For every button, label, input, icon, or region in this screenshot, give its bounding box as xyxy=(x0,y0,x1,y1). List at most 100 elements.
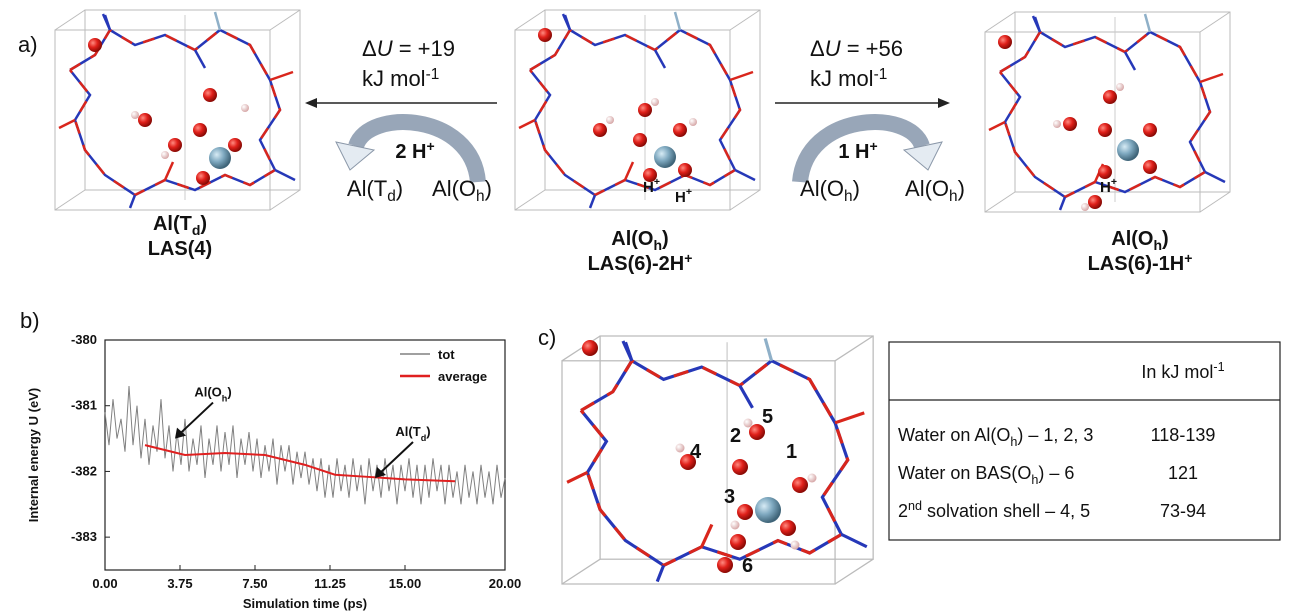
text-part: H xyxy=(643,179,654,196)
arrow-head xyxy=(938,98,950,108)
framework xyxy=(515,10,760,210)
site-number: 4 xyxy=(690,441,702,463)
proton-label: H+ xyxy=(643,176,660,196)
y-tick-label: -380 xyxy=(71,332,97,347)
text-part: h xyxy=(1031,473,1038,487)
text-part: h xyxy=(653,237,662,253)
atom xyxy=(203,88,217,102)
text-part: ) – 6 xyxy=(1038,463,1074,483)
structure xyxy=(562,336,873,584)
x-tick-label: 7.50 xyxy=(242,576,267,591)
x-tick-label: 0.00 xyxy=(92,576,117,591)
proton-label: H+ xyxy=(675,186,692,206)
table-cell: Water on BAS(Oh) – 6 xyxy=(898,463,1074,487)
text-part: Al(O xyxy=(1111,228,1153,250)
site-number: 5 xyxy=(762,406,773,428)
y-tick-label: -382 xyxy=(71,463,97,478)
atom xyxy=(792,477,808,493)
atom xyxy=(651,98,659,106)
text-part: Al(T xyxy=(395,424,420,439)
atom xyxy=(717,557,733,573)
atom xyxy=(732,459,748,475)
structure-site: LAS(4) xyxy=(148,238,212,260)
text-part: h xyxy=(844,188,853,205)
text-part: nd xyxy=(908,499,922,513)
state: Al(Td) xyxy=(347,176,403,205)
structure-name: Al(Oh) xyxy=(1111,228,1168,253)
legend-label: average xyxy=(438,369,487,384)
text-part: H xyxy=(1100,179,1111,196)
text-part: kJ mol xyxy=(810,66,874,91)
text-part: ) xyxy=(200,213,207,235)
structure xyxy=(515,10,760,210)
text-part: ) xyxy=(1162,228,1169,250)
atom xyxy=(689,118,697,126)
state: Al(Oh) xyxy=(800,176,860,205)
atom xyxy=(678,163,692,177)
text-part: ) xyxy=(958,176,965,201)
x-tick-label: 3.75 xyxy=(167,576,192,591)
atom xyxy=(1088,195,1102,209)
legend-label: tot xyxy=(438,347,455,362)
atom xyxy=(209,147,231,169)
annotation-arrow xyxy=(179,403,213,435)
atom xyxy=(241,104,249,112)
atom xyxy=(730,534,746,550)
text-part: Al(O xyxy=(611,228,653,250)
atom xyxy=(606,116,614,124)
atom xyxy=(808,474,817,483)
atom xyxy=(737,504,753,520)
table-cell: 2nd solvation shell – 4, 5 xyxy=(898,499,1090,521)
text-part: ) – 1, 2, 3 xyxy=(1017,425,1093,445)
text-part: h xyxy=(1010,435,1017,449)
x-tick-label: 15.00 xyxy=(389,576,422,591)
atom xyxy=(1063,117,1077,131)
text-part: + xyxy=(1111,176,1117,188)
text-part: h xyxy=(476,188,485,205)
unit: kJ mol-1 xyxy=(362,66,439,91)
series-line xyxy=(105,386,505,504)
text-part: -1 xyxy=(874,66,888,83)
text-part: + xyxy=(1184,250,1192,266)
text-part: 2 H xyxy=(395,141,426,163)
arrow-head xyxy=(305,98,317,108)
atom xyxy=(676,444,685,453)
arrow-head xyxy=(904,142,942,170)
text-part: d xyxy=(192,222,201,238)
table-cell: 73-94 xyxy=(1160,501,1206,521)
x-axis-label: Simulation time (ps) xyxy=(243,596,367,611)
site-number: 1 xyxy=(786,441,797,463)
unit: kJ mol-1 xyxy=(810,66,887,91)
atom xyxy=(228,138,242,152)
proton-label: H+ xyxy=(1100,176,1117,196)
panel-label: c) xyxy=(538,325,556,350)
text-part: h xyxy=(1153,237,1162,253)
table-cell: 121 xyxy=(1168,463,1198,483)
atom xyxy=(638,103,652,117)
protons: 2 H+ xyxy=(395,138,434,163)
atom xyxy=(193,123,207,137)
atom xyxy=(88,38,102,52)
text-part: 2 xyxy=(898,501,908,521)
atom xyxy=(196,171,210,185)
site-number: 2 xyxy=(730,425,741,447)
table-cell: 118-139 xyxy=(1151,425,1216,445)
text-part: kJ mol xyxy=(362,66,426,91)
text-part: = +19 xyxy=(393,36,455,61)
text-part: + xyxy=(684,250,692,266)
y-tick-label: -381 xyxy=(71,398,97,413)
table-cell: Water on Al(Oh) – 1, 2, 3 xyxy=(898,425,1093,449)
figure: a) Al(Td) LAS(4) ΔU = +19 kJ mol-1 2 H+ … xyxy=(0,0,1291,616)
y-axis-label: Internal energy U (eV) xyxy=(26,388,41,522)
state: Al(Oh) xyxy=(905,176,965,205)
y-tick-label: -383 xyxy=(71,529,97,544)
x-tick-label: 20.00 xyxy=(489,576,522,591)
structure-name: Al(Td) xyxy=(153,213,207,238)
table-header: In kJ mol-1 xyxy=(1141,360,1224,382)
atom xyxy=(1116,83,1124,91)
text-part: h xyxy=(949,188,958,205)
text-part: Δ xyxy=(362,36,377,61)
text-part: -1 xyxy=(426,66,440,83)
site-number: 6 xyxy=(742,555,753,577)
text-part: = +56 xyxy=(841,36,903,61)
